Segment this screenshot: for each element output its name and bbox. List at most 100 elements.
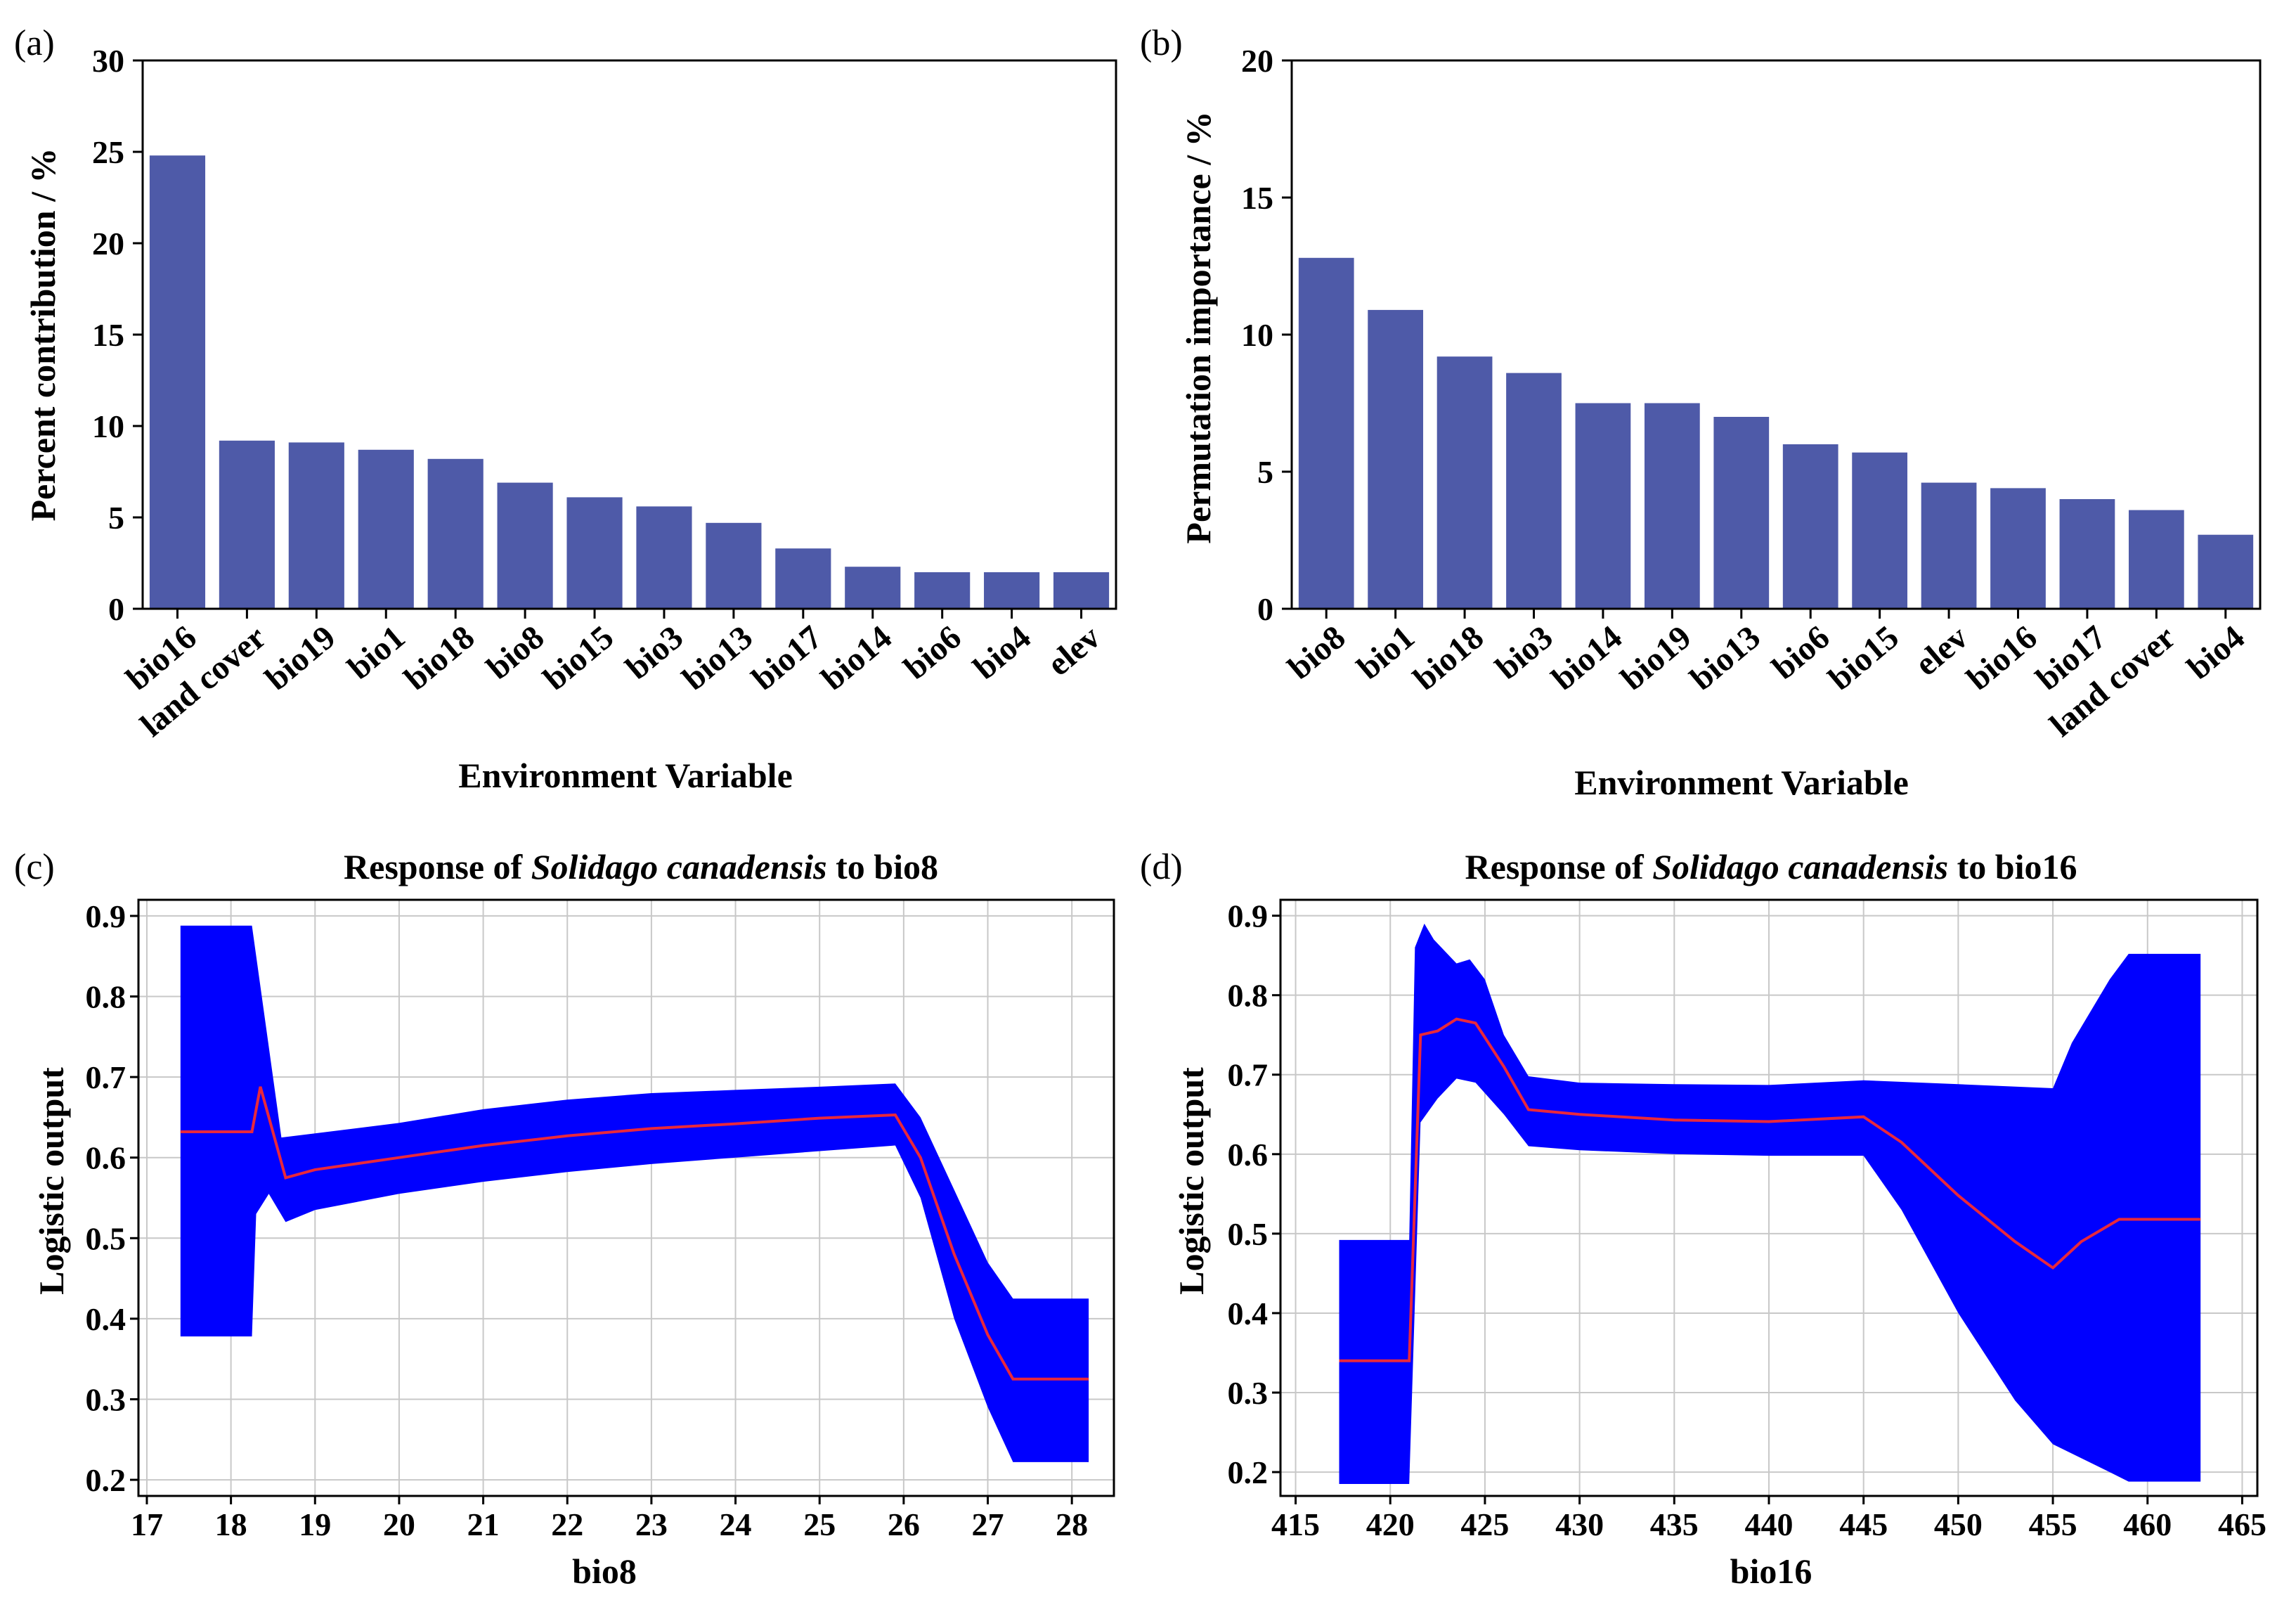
x-axis-ticks: 415 420 425 430 435 440 445 450 455 460 465 <box>1271 1496 2266 1542</box>
bar-bio4 <box>984 572 1040 609</box>
x-tick-label: 18 <box>215 1506 247 1542</box>
y-axis-label: Permutation importance / % <box>1179 111 1218 543</box>
bar-bio13 <box>1713 417 1770 609</box>
y-tick-label: 0.9 <box>86 898 127 934</box>
title-suffix: to bio8 <box>827 847 938 886</box>
x-tick-label: 440 <box>1745 1506 1794 1542</box>
y-tick-label: 0.2 <box>1228 1454 1269 1490</box>
x-category-label: bio4 <box>2180 619 2252 687</box>
y-tick-label: 0.6 <box>86 1140 127 1176</box>
y-tick-label: 25 <box>92 134 124 170</box>
y-tick-label: 15 <box>1241 180 1273 216</box>
x-category-label: bio14 <box>1545 619 1629 698</box>
panel-c: (c) Response of Solidago canadensis to b… <box>14 847 1115 1591</box>
bar-bio19 <box>1644 403 1700 609</box>
x-category-label: bio19 <box>259 619 343 698</box>
bar-bio14 <box>845 567 901 609</box>
bar-bio18 <box>1436 356 1493 609</box>
x-tick-label: 465 <box>2218 1506 2266 1542</box>
y-tick-label: 0.4 <box>86 1301 127 1337</box>
y-axis-label: Logistic output <box>32 1067 71 1295</box>
x-tick-label: 22 <box>551 1506 583 1542</box>
plot-frame <box>141 59 1117 610</box>
y-tick-label: 0 <box>108 591 124 627</box>
x-category-label: bio15 <box>1822 619 1906 698</box>
x-category-label: bio17 <box>745 619 829 698</box>
x-category-label: bio18 <box>1406 619 1491 698</box>
y-tick-label: 0.5 <box>1228 1216 1269 1252</box>
y-tick-label: 0.8 <box>1228 978 1269 1014</box>
y-tick-label: 0.7 <box>1228 1057 1269 1093</box>
x-tick-label: 25 <box>803 1506 836 1542</box>
y-tick-label: 0.4 <box>1228 1296 1269 1331</box>
x-category-label: elev <box>1040 619 1107 683</box>
x-category-label: bio14 <box>815 619 899 698</box>
x-tick-label: 415 <box>1271 1506 1320 1542</box>
x-category-label: bio13 <box>1683 619 1768 698</box>
bar-elev <box>1053 572 1110 609</box>
x-tick-label: 445 <box>1839 1506 1888 1542</box>
bar-land-cover <box>219 440 275 609</box>
bar-elev <box>1921 482 1977 609</box>
x-category-label: bio3 <box>1488 619 1560 687</box>
x-tick-label: 28 <box>1056 1506 1088 1542</box>
x-tick-label: 435 <box>1650 1506 1699 1542</box>
x-category-label: bio13 <box>675 619 760 698</box>
panel-label-a: (a) <box>14 23 55 63</box>
x-tick-label: 460 <box>2123 1506 2172 1542</box>
x-axis-label: bio8 <box>572 1551 637 1591</box>
y-tick-label: 0 <box>1257 591 1273 627</box>
y-tick-label: 30 <box>92 43 124 79</box>
panel-d: (d) Response of Solidago canadensis to b… <box>1140 847 2266 1591</box>
x-axis-label: Environment Variable <box>458 756 793 795</box>
x-tick-label: 425 <box>1460 1506 1509 1542</box>
x-axis-label: bio16 <box>1730 1551 1812 1591</box>
x-axis-ticks: 17 18 19 20 21 22 23 24 25 26 27 28 <box>131 1496 1088 1542</box>
chart-title: Response of Solidago canadensis to bio8 <box>344 847 938 886</box>
bar-bio15 <box>566 497 623 609</box>
x-tick-label: 430 <box>1555 1506 1604 1542</box>
bar-bio16 <box>149 155 206 609</box>
bar-bio6 <box>914 572 971 609</box>
y-tick-label: 10 <box>1241 317 1273 353</box>
plot-frame <box>1279 898 2259 1497</box>
bar-bio1 <box>358 449 414 609</box>
y-tick-label: 0.8 <box>86 979 127 1015</box>
panel-b: (b) 0 5 10 15 20 bio8bio1bio18bio3bio14bio19… <box>1140 23 2262 802</box>
bar-bio6 <box>1782 444 1838 609</box>
panel-label-b: (b) <box>1140 23 1183 63</box>
y-tick-label: 20 <box>92 226 124 262</box>
bar-bio17 <box>775 548 831 609</box>
panel-label-d: (d) <box>1140 847 1183 887</box>
x-tick-label: 21 <box>467 1506 500 1542</box>
bar-bio16 <box>1990 488 2046 609</box>
y-tick-label: 0.3 <box>86 1381 127 1417</box>
y-axis-ticks: 0 5 10 15 20 <box>1241 43 1292 627</box>
bar-bio19 <box>288 442 344 609</box>
x-axis-label: Environment Variable <box>1574 763 1909 802</box>
bar-bio8 <box>497 482 553 609</box>
y-axis-ticks: 0.2 0.3 0.4 0.5 0.6 0.7 0.8 0.9 <box>1228 898 1280 1490</box>
x-tick-label: 23 <box>635 1506 668 1542</box>
confidence-band <box>180 925 1089 1462</box>
bar-series <box>149 155 1110 609</box>
bar-series <box>1298 257 2254 609</box>
y-axis-ticks: 0 5 10 15 20 25 30 <box>92 43 143 627</box>
x-category-label: bio8 <box>480 619 552 687</box>
x-category-label: bio19 <box>1614 619 1699 698</box>
y-tick-label: 0.5 <box>86 1220 127 1256</box>
x-tick-label: 19 <box>299 1506 331 1542</box>
y-axis-label: Logistic output <box>1172 1067 1211 1295</box>
x-tick-label: 17 <box>131 1506 163 1542</box>
x-tick-label: 27 <box>972 1506 1004 1542</box>
x-tick-label: 24 <box>720 1506 752 1542</box>
x-category-label: bio4 <box>966 619 1038 687</box>
y-tick-label: 0.6 <box>1228 1137 1269 1173</box>
panel-label-c: (c) <box>14 847 55 887</box>
confidence-band <box>1339 923 2201 1484</box>
y-axis-label: Percent contribution / % <box>23 148 63 522</box>
x-tick-label: 20 <box>383 1506 415 1542</box>
